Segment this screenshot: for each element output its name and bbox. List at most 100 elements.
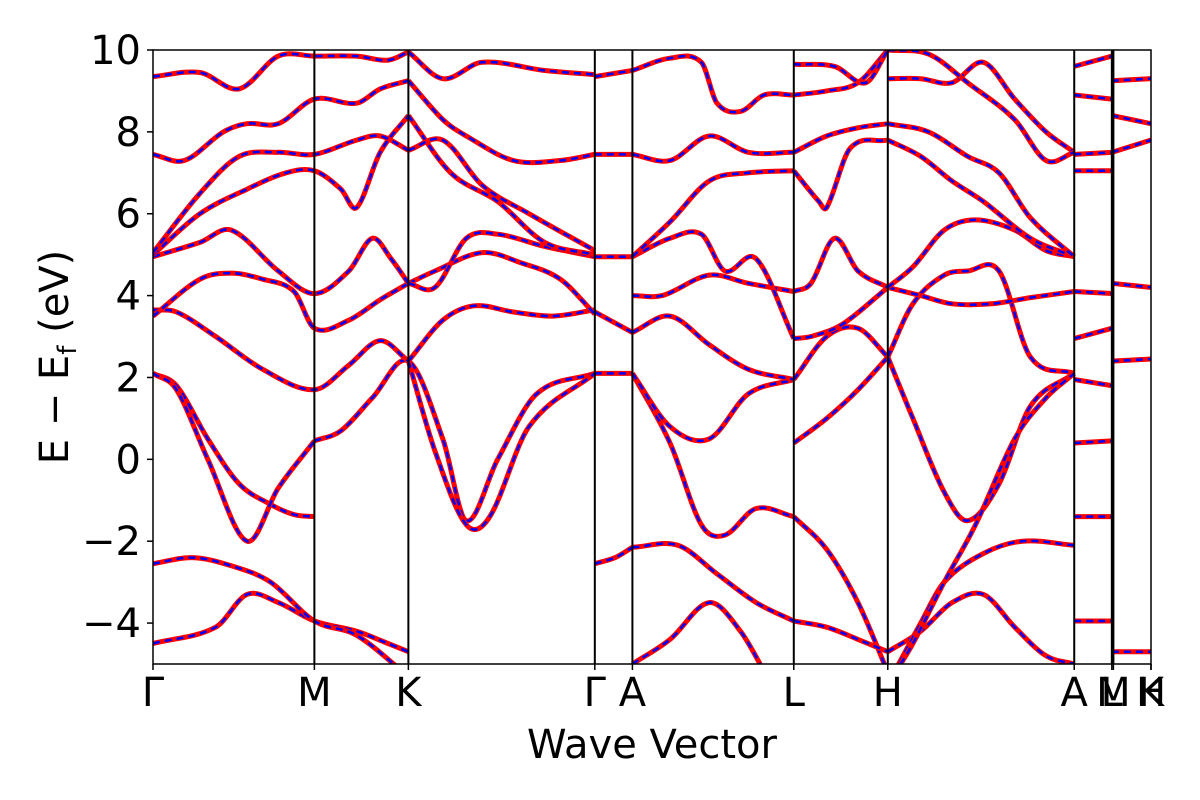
band-line-blue-dashed-55: [897, 539, 1075, 664]
band-line-red-1: [153, 555, 398, 664]
band-line-red-39: [792, 235, 889, 294]
x-tick-label-10: H: [1136, 670, 1166, 716]
band-line-red-17: [406, 79, 596, 166]
band-line-blue-dashed-0: [153, 592, 409, 653]
band-line-blue-dashed-53: [887, 50, 1075, 164]
band-line-blue-dashed-39: [793, 237, 889, 293]
y-axis-title-unit: (eV): [32, 250, 78, 346]
x-tick-label-3: Γ: [584, 670, 607, 716]
band-line-red-40: [791, 137, 889, 212]
x-tick-label-4: A: [619, 670, 647, 716]
band-line-blue-dashed-26: [631, 372, 795, 538]
band-line-blue-dashed-27: [631, 372, 795, 443]
band-line-blue-dashed-4: [313, 358, 596, 522]
band-line-red-53: [887, 50, 1076, 165]
band-line-blue-dashed-67: [1111, 77, 1151, 82]
plot-frame: [152, 49, 1152, 665]
band-line-blue-dashed-31: [632, 273, 795, 298]
band-line-blue-dashed-15: [407, 137, 596, 252]
band-line-red-26: [630, 372, 795, 539]
band-line-blue-dashed-28: [632, 542, 795, 623]
band-line-blue-dashed-49: [887, 218, 1075, 289]
y-axis-title-main: E − E: [32, 355, 78, 465]
band-line-blue-dashed-41: [793, 122, 888, 154]
y-tick-label-3: 2: [116, 355, 141, 401]
band-line-red-36: [792, 355, 890, 446]
band-line-blue-dashed-19: [407, 51, 595, 80]
band-line-blue-dashed-48: [887, 286, 1075, 306]
band-line-red-30: [631, 313, 795, 382]
y-tick-label-2: 0: [116, 437, 141, 483]
band-line-red-51: [887, 121, 1076, 259]
band-line-red-21: [593, 309, 634, 335]
y-tick-label-6: 8: [116, 110, 141, 156]
band-line-red-50: [886, 137, 1076, 260]
band-line-blue-dashed-51: [887, 122, 1076, 258]
band-line-blue-dashed-3: [153, 372, 316, 543]
bands-layer: [153, 50, 1151, 664]
band-line-blue-dashed-37: [792, 325, 889, 381]
band-line-blue-dashed-58: [1074, 93, 1112, 101]
band-line-blue-dashed-30: [631, 314, 795, 381]
band-line-blue-dashed-18: [153, 50, 409, 91]
x-axis-title: Wave Vector: [527, 722, 778, 768]
band-line-red-32: [631, 229, 797, 340]
band-line-red-55: [895, 538, 1075, 664]
band-line-blue-dashed-47: [886, 263, 1075, 375]
band-line-blue-dashed-62: [1073, 327, 1113, 340]
x-tick-label-9: M: [1096, 670, 1131, 716]
band-line-blue-dashed-9: [407, 251, 596, 315]
band-line-blue-dashed-35: [632, 54, 794, 114]
x-tick-label-1: M: [297, 670, 332, 716]
band-line-blue-dashed-59: [1074, 151, 1112, 156]
band-line-red-28: [632, 541, 795, 624]
band-line-red-46: [885, 356, 1076, 524]
band-line-blue-dashed-64: [1074, 439, 1112, 445]
band-line-blue-dashed-36: [793, 356, 889, 445]
y-tick-label-4: 4: [116, 274, 141, 320]
band-line-blue-dashed-40: [792, 138, 889, 211]
band-line-blue-dashed-17: [407, 79, 596, 164]
band-line-red-44: [792, 514, 888, 664]
band-line-blue-dashed-8: [407, 304, 595, 362]
band-line-red-52: [887, 59, 1076, 155]
band-line-blue-dashed-7: [153, 271, 410, 332]
band-line-blue-dashed-44: [792, 515, 886, 664]
band-line-blue-dashed-10: [153, 228, 410, 295]
band-line-blue-dashed-6: [153, 308, 410, 391]
band-line-red-38: [793, 285, 890, 342]
band-line-red-47: [885, 262, 1076, 376]
y-tick-label-5: 6: [116, 192, 141, 238]
x-axis: Γ M K Γ A L H A LM HK: [142, 664, 1166, 716]
band-line-red-43: [793, 50, 890, 86]
band-line-blue-dashed-45: [793, 619, 889, 653]
x-tick-label-7: A: [1061, 670, 1089, 716]
band-line-blue-dashed-69: [1111, 138, 1151, 154]
band-line-red-29: [631, 600, 763, 664]
band-line-blue-dashed-1: [153, 556, 396, 664]
band-line-red-34: [631, 133, 794, 164]
band-line-blue-dashed-46: [886, 356, 1075, 522]
band-line-blue-dashed-13: [407, 114, 596, 256]
band-line-red-16: [153, 78, 410, 164]
y-axis: −4 −2 0 2 4 6 8 10: [82, 28, 153, 647]
y-tick-label-1: −2: [82, 519, 141, 565]
band-line-blue-dashed-5: [407, 360, 596, 531]
y-axis-title: E − Ef (eV): [32, 250, 83, 465]
band-line-red-3: [153, 371, 317, 544]
band-line-blue-dashed-16: [153, 79, 409, 163]
band-line-blue-dashed-68: [1111, 114, 1151, 125]
band-line-blue-dashed-52: [887, 61, 1075, 154]
band-line-blue-dashed-56: [899, 372, 1076, 664]
band-line-blue-dashed-57: [1073, 54, 1113, 68]
y-axis-title-subscript: f: [53, 345, 83, 355]
band-line-blue-dashed-11: [408, 231, 596, 292]
band-line-blue-dashed-71: [1111, 357, 1151, 363]
band-line-red-35: [631, 53, 794, 115]
band-line-blue-dashed-29: [631, 601, 762, 664]
band-line-blue-dashed-34: [632, 134, 794, 163]
band-line-red-5: [406, 360, 597, 533]
band-line-red-6: [153, 307, 410, 393]
band-line-blue-dashed-50: [887, 138, 1075, 258]
